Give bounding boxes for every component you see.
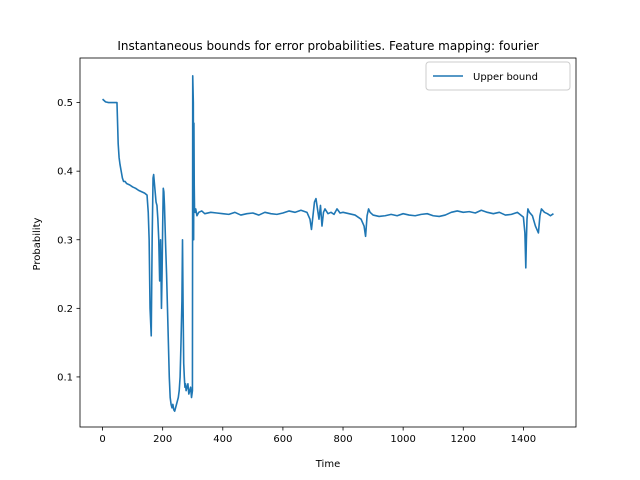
plot-area [79,57,577,428]
x-tick-label: 800 [333,434,352,445]
x-tick-label: 1400 [511,434,536,445]
x-tick-label: 1000 [390,434,415,445]
y-tick-label: 0.5 [57,98,73,109]
x-axis: 0 200 400 600 800 1000 1200 1400 [99,427,536,445]
x-tick-label: 600 [273,434,292,445]
x-tick-label: 0 [99,434,105,445]
y-tick-label: 0.3 [57,235,73,246]
y-tick-label: 0.2 [57,304,73,315]
x-tick-label: 200 [153,434,172,445]
legend: Upper bound [425,61,571,91]
y-axis-label: Probability [32,217,43,270]
plot-frame [79,57,577,428]
x-tick-label: 400 [213,434,232,445]
chart-title: Instantaneous bounds for error probabili… [117,39,538,53]
y-tick-label: 0.1 [57,372,73,383]
series-line-0 [102,75,554,413]
x-tick-label: 1200 [451,434,476,445]
legend-box [425,61,571,91]
x-axis-label: Time [315,459,340,470]
legend-label: Upper bound [473,72,538,83]
y-axis: 0.1 0.2 0.3 0.4 0.5 [57,98,80,383]
y-tick-label: 0.4 [57,167,73,178]
